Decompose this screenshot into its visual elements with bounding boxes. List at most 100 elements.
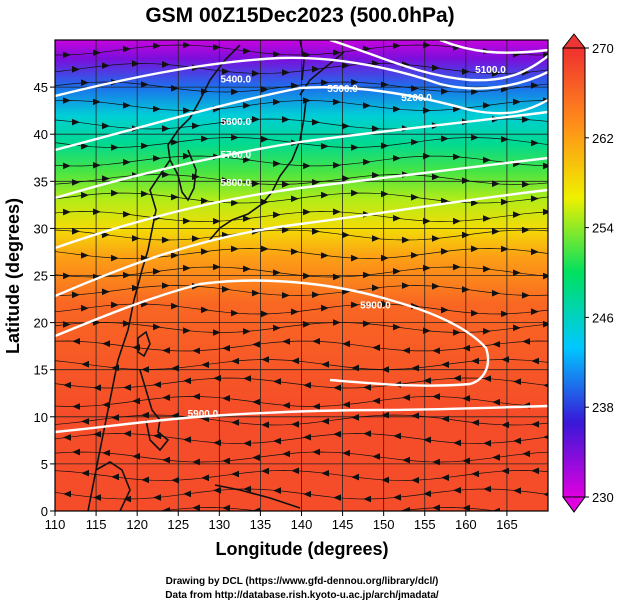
x-tick-label: 120 (126, 517, 148, 532)
streamline-arrow (183, 377, 192, 385)
streamline-arrow (131, 60, 140, 67)
streamline-arrow (221, 177, 230, 184)
streamline-arrow (320, 252, 329, 259)
streamline-arrow (80, 252, 89, 259)
streamline-arrow (152, 323, 161, 331)
x-tick-label: 130 (208, 517, 230, 532)
streamline-arrow (161, 171, 170, 178)
streamline-arrow (183, 490, 192, 498)
streamline-arrow (543, 383, 548, 388)
streamline-arrow (303, 490, 312, 498)
streamline-arrow (471, 419, 480, 426)
streamline-arrow (381, 366, 390, 373)
streamline-arrow (410, 85, 419, 92)
y-tick-label: 30 (34, 221, 48, 236)
streamline-arrow (341, 231, 350, 239)
streamline-arrow (453, 374, 462, 382)
streamline-arrow (261, 356, 270, 363)
contour-5500 (55, 86, 548, 152)
streamline-arrow (441, 361, 450, 368)
streamline-arrow (311, 65, 320, 73)
streamline-arrow (440, 248, 449, 255)
credit-line-1: Drawing by DCL (https://www.gfd-dennou.o… (166, 576, 439, 587)
contour-label: 5600.0 (220, 117, 251, 128)
streamline-arrow (531, 420, 540, 428)
streamline-arrow (531, 467, 540, 475)
contour-label: 5900.0 (188, 409, 219, 420)
streamline-arrow (531, 357, 540, 365)
streamline-arrow (482, 102, 491, 109)
streamline-arrow (182, 327, 191, 334)
contour-5800 (55, 188, 548, 298)
streamline-arrow (302, 321, 311, 328)
streamline-arrow (260, 86, 269, 93)
streamline-arrow (111, 414, 120, 421)
contour-label: 5200.0 (401, 93, 432, 104)
streamline-arrow (123, 430, 132, 437)
streamline-arrow (272, 324, 281, 332)
streamline-arrow (363, 430, 372, 437)
colorbar-body (562, 47, 586, 498)
streamline-arrow (372, 397, 381, 405)
streamline-arrow (170, 85, 179, 92)
streamline-arrow (491, 180, 500, 188)
streamline-arrow (212, 329, 221, 336)
streamline-arrow (272, 269, 281, 276)
streamline-arrow (93, 430, 102, 438)
streamline-arrow (311, 228, 320, 235)
streamline-arrow (62, 162, 71, 170)
streamline-arrow (350, 144, 359, 151)
streamline-arrow (363, 384, 372, 391)
streamline-arrow (291, 467, 300, 475)
streamline-arrow (221, 118, 230, 126)
streamline-arrow (500, 310, 509, 318)
streamline-arrow (411, 364, 420, 372)
streamline-arrow (101, 122, 110, 130)
streamline-arrow (320, 142, 329, 150)
streamline-arrow (333, 384, 342, 392)
streamline-arrow (392, 154, 401, 162)
streamline-arrow (191, 235, 200, 242)
streamline-arrow (522, 450, 531, 458)
streamline-arrow (101, 62, 110, 69)
streamline-arrow (153, 432, 162, 440)
streamline-arrow (462, 504, 471, 511)
streamline-arrow (251, 289, 260, 297)
streamline-arrow (392, 42, 401, 50)
streamline-arrow (482, 215, 491, 222)
streamline-arrow (290, 248, 299, 255)
streamline-arrow (200, 248, 209, 255)
streamline-arrow (162, 507, 171, 511)
streamline-arrow (182, 264, 191, 272)
streamline-arrow (342, 401, 351, 408)
x-tick-label: 140 (291, 517, 313, 532)
streamline-arrow (170, 193, 179, 201)
streamline-arrow (81, 469, 90, 477)
streamline-arrow (362, 158, 371, 166)
streamline-arrow (170, 138, 179, 146)
contour-label: 5500.0 (327, 84, 358, 95)
streamline-arrow (273, 437, 282, 445)
streamline-arrow (543, 492, 548, 497)
streamline-arrow (122, 210, 131, 218)
streamline-arrow (152, 268, 161, 275)
streamline-arrow (92, 98, 101, 106)
streamline-arrow (381, 476, 390, 484)
streamline-arrow (152, 42, 161, 50)
streamline-arrow (351, 364, 360, 372)
streamline-arrow (491, 289, 500, 297)
streamline-arrow (281, 226, 290, 234)
streamline-arrow (320, 79, 329, 86)
streamline-arrow (402, 347, 411, 354)
streamline-arrow (152, 105, 161, 113)
streamline-arrow (320, 191, 329, 199)
contour-5100 (439, 40, 548, 54)
x-tick-label: 150 (373, 517, 395, 532)
contour-label: 5800.0 (220, 178, 251, 189)
streamline-arrow (362, 320, 371, 327)
streamline-arrow (140, 190, 149, 198)
streamline-arrow (492, 398, 501, 406)
streamline-arrow (431, 235, 440, 242)
streamline-arrow (102, 449, 111, 457)
streamline-arrow (242, 156, 251, 164)
